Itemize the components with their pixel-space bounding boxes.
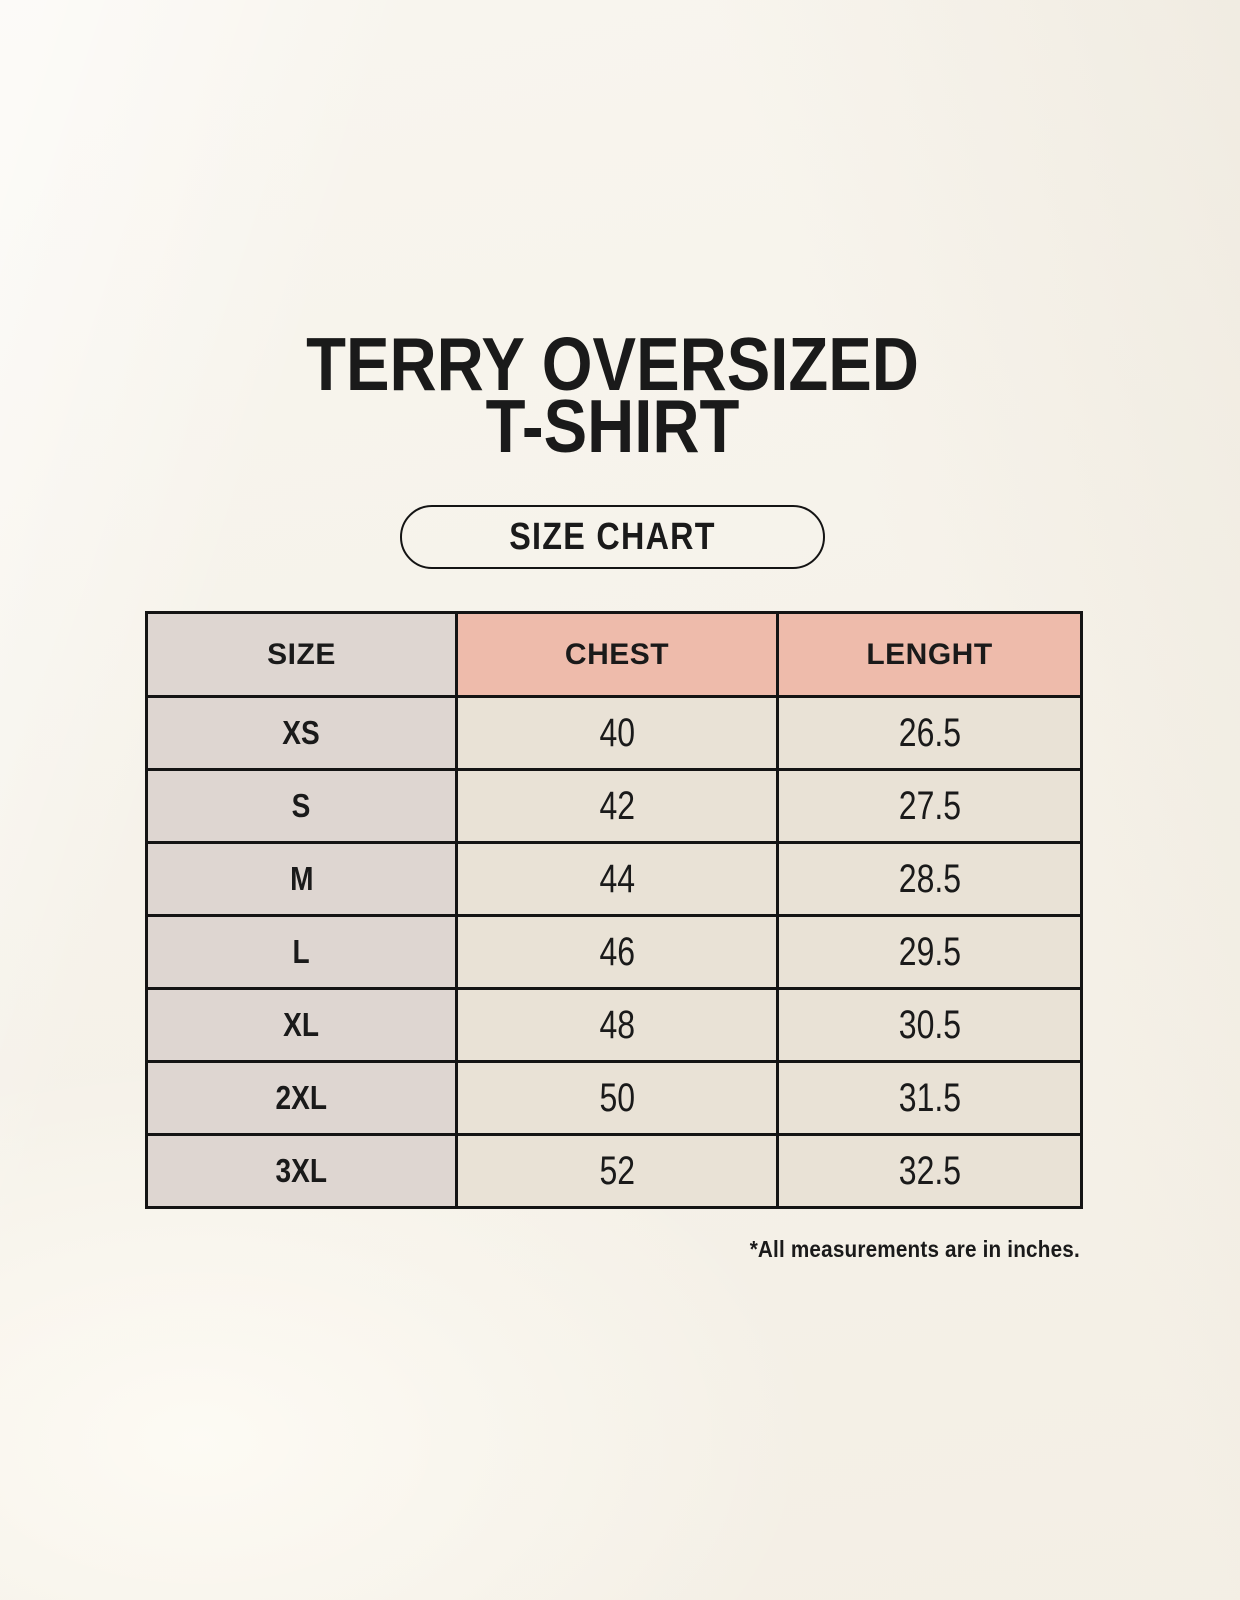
chest-value: 42 (599, 783, 635, 828)
length-cell: 29.5 (776, 914, 1083, 990)
size-cell: XS (145, 695, 458, 771)
size-cell: L (145, 914, 458, 990)
size-cell: XL (145, 987, 458, 1063)
column-header-chest-label: CHEST (564, 637, 670, 671)
length-value: 28.5 (898, 856, 961, 901)
length-value: 30.5 (898, 1002, 961, 1047)
size-cell: 3XL (145, 1133, 458, 1209)
size-cell: S (145, 768, 458, 844)
chest-value: 50 (599, 1075, 635, 1120)
length-cell: 27.5 (776, 768, 1083, 844)
length-value: 26.5 (898, 710, 961, 755)
size-value: L (292, 933, 311, 970)
chest-cell: 42 (455, 768, 779, 844)
table-row-s: S 42 27.5 (145, 768, 1083, 844)
size-chart-table: SIZE CHEST LENGHT XS 40 26.5 S 42 27.5 M… (145, 611, 1083, 1209)
length-cell: 30.5 (776, 987, 1083, 1063)
length-value: 29.5 (898, 929, 961, 974)
table-row-m: M 44 28.5 (145, 841, 1083, 917)
chest-cell: 48 (455, 987, 779, 1063)
chest-value: 40 (599, 710, 635, 755)
length-cell: 26.5 (776, 695, 1083, 771)
chest-value: 46 (599, 929, 635, 974)
product-title-line-1: TERRY OVERSIZED (306, 322, 919, 406)
measurements-footnote: *All measurements are in inches. (145, 1236, 1080, 1263)
chest-value: 48 (599, 1002, 635, 1047)
size-value: M (289, 860, 314, 897)
size-value: 3XL (275, 1152, 328, 1189)
chest-value: 52 (599, 1148, 635, 1193)
measurements-footnote-text: *All measurements are in inches. (749, 1236, 1080, 1262)
header-row: SIZE CHEST LENGHT (145, 611, 1083, 698)
size-chart-badge-label: SIZE CHART (509, 515, 716, 558)
size-cell: 2XL (145, 1060, 458, 1136)
chest-cell: 50 (455, 1060, 779, 1136)
length-cell: 32.5 (776, 1133, 1083, 1209)
length-value: 27.5 (898, 783, 961, 828)
chest-value: 44 (599, 856, 635, 901)
column-header-length: LENGHT (776, 611, 1083, 698)
chest-cell: 40 (455, 695, 779, 771)
size-value: 2XL (275, 1079, 328, 1116)
chest-cell: 46 (455, 914, 779, 990)
table-row-xs: XS 40 26.5 (145, 695, 1083, 771)
chest-cell: 44 (455, 841, 779, 917)
size-value: XS (282, 714, 321, 751)
length-cell: 31.5 (776, 1060, 1083, 1136)
size-value: S (292, 787, 311, 824)
length-value: 31.5 (898, 1075, 961, 1120)
size-value: XL (283, 1006, 320, 1043)
product-title-line-2: T-SHIRT (485, 384, 740, 468)
length-value: 32.5 (898, 1148, 961, 1193)
size-cell: M (145, 841, 458, 917)
size-chart-badge: SIZE CHART (400, 505, 825, 569)
column-header-chest: CHEST (455, 611, 779, 698)
table-row-3xl: 3XL 52 32.5 (145, 1133, 1083, 1209)
product-title: TERRY OVERSIZED T-SHIRT (145, 322, 1080, 468)
table-row-2xl: 2XL 50 31.5 (145, 1060, 1083, 1136)
column-header-length-label: LENGHT (866, 637, 993, 671)
column-header-size: SIZE (145, 611, 458, 698)
table-row-l: L 46 29.5 (145, 914, 1083, 990)
table-row-xl: XL 48 30.5 (145, 987, 1083, 1063)
chest-cell: 52 (455, 1133, 779, 1209)
length-cell: 28.5 (776, 841, 1083, 917)
column-header-size-label: SIZE (267, 637, 336, 671)
